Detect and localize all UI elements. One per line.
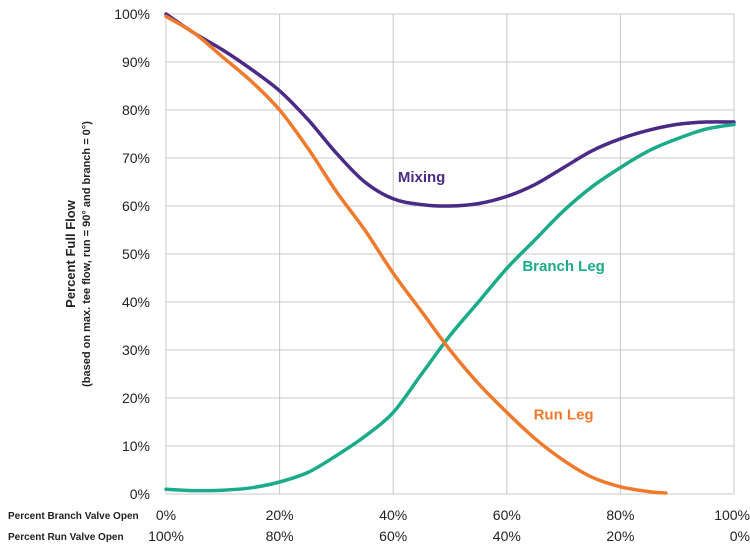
y-axis-label: Percent Full Flow bbox=[63, 199, 78, 308]
y-tick-label: 30% bbox=[122, 342, 150, 358]
x-axis-label: Percent Branch Valve Open bbox=[8, 511, 139, 522]
y-tick-labels: 0% 10% 20% 30% 40% 50% 60% 70% 80% 90% 100% bbox=[114, 6, 150, 502]
x-tick-label: 80% bbox=[606, 507, 634, 523]
x-tick-label: 40% bbox=[379, 507, 407, 523]
y-tick-label: 50% bbox=[122, 246, 150, 262]
series-line-run-leg bbox=[164, 14, 668, 495]
x-tick-label: 20% bbox=[266, 507, 294, 523]
y-tick-label: 70% bbox=[122, 150, 150, 166]
series-label-run-leg: Run Leg bbox=[534, 407, 594, 424]
x-tick-label: 60% bbox=[379, 528, 407, 544]
series-label-mixing: Mixing bbox=[398, 169, 446, 186]
x-tick-label: 60% bbox=[493, 507, 521, 523]
y-axis-sublabel: (based on max. tee flow, run = 90° and b… bbox=[81, 121, 93, 387]
y-tick-label: 40% bbox=[122, 294, 150, 310]
series-line-branch-leg bbox=[164, 122, 736, 493]
y-tick-label: 100% bbox=[114, 6, 150, 22]
x-axes: Percent Branch Valve Open 0% 20% 40% 60% 80% 1… bbox=[8, 507, 750, 544]
x-tick-label: 100% bbox=[714, 507, 750, 523]
y-tick-label: 90% bbox=[122, 54, 150, 70]
y-tick-label: 60% bbox=[122, 198, 150, 214]
x-tick-label: 80% bbox=[266, 528, 294, 544]
grid-lines bbox=[165, 13, 735, 495]
series-label-branch-leg: Branch Leg bbox=[522, 258, 605, 275]
y-tick-label: 20% bbox=[122, 390, 150, 406]
x-tick-label: 0% bbox=[730, 528, 750, 544]
series-labels: Mixing Branch Leg Run Leg bbox=[398, 169, 605, 424]
x-tick-label: 100% bbox=[148, 528, 184, 544]
y-tick-label: 10% bbox=[122, 438, 150, 454]
y-tick-label: 0% bbox=[130, 486, 150, 502]
y-tick-label: 80% bbox=[122, 102, 150, 118]
x-tick-label: 0% bbox=[156, 507, 176, 523]
x-tick-label: 40% bbox=[493, 528, 521, 544]
series-line-mixing bbox=[164, 12, 736, 208]
x-axis-label: Percent Run Valve Open bbox=[8, 532, 124, 543]
series-lines bbox=[164, 12, 736, 495]
x-tick-label: 20% bbox=[606, 528, 634, 544]
